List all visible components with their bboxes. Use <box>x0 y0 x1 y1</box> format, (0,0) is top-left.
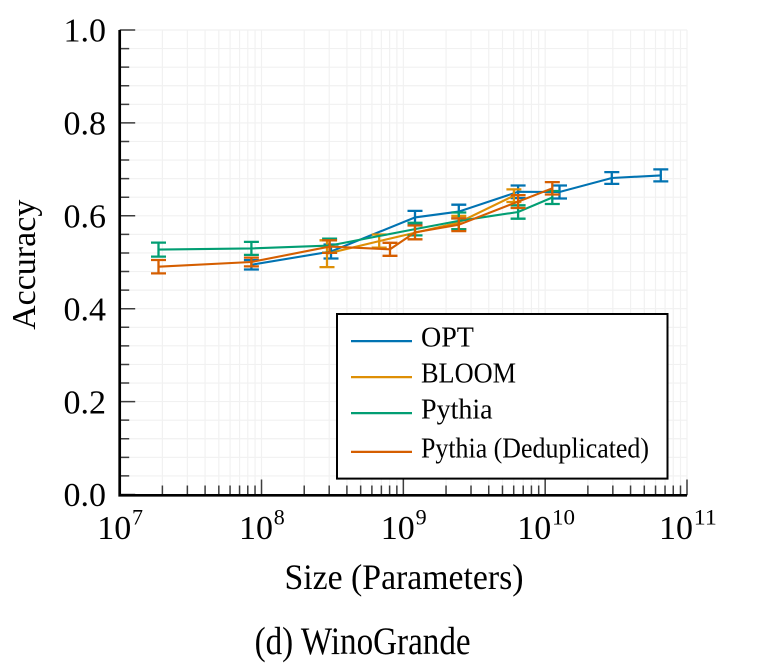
svg-text:10: 10 <box>552 505 575 530</box>
svg-text:Pythia: Pythia <box>421 395 493 426</box>
svg-text:11: 11 <box>694 505 717 530</box>
svg-text:1.0: 1.0 <box>64 13 107 50</box>
svg-text:0.4: 0.4 <box>64 291 107 328</box>
svg-text:0.2: 0.2 <box>64 384 107 421</box>
svg-text:Accuracy: Accuracy <box>6 200 43 330</box>
svg-text:(d) WinoGrande: (d) WinoGrande <box>255 620 471 663</box>
svg-text:BLOOM: BLOOM <box>421 359 516 390</box>
svg-text:9: 9 <box>416 505 427 530</box>
svg-text:Size (Parameters): Size (Parameters) <box>285 557 524 597</box>
svg-text:0.8: 0.8 <box>64 106 107 143</box>
svg-text:OPT: OPT <box>421 323 474 354</box>
svg-text:10: 10 <box>381 510 415 547</box>
svg-text:10: 10 <box>659 510 693 547</box>
svg-text:10: 10 <box>239 510 273 547</box>
svg-text:Pythia (Deduplicated): Pythia (Deduplicated) <box>421 434 649 465</box>
svg-text:10: 10 <box>517 510 551 547</box>
svg-text:8: 8 <box>274 505 285 530</box>
svg-text:10: 10 <box>97 510 131 547</box>
svg-text:0.6: 0.6 <box>64 199 107 236</box>
svg-text:0.0: 0.0 <box>64 477 107 514</box>
svg-text:7: 7 <box>132 505 143 530</box>
